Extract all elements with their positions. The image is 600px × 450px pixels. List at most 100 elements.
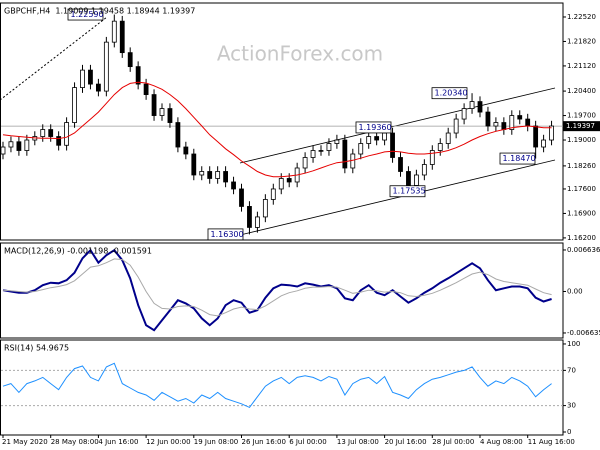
candle-body	[56, 136, 62, 146]
candle-body	[437, 143, 443, 151]
candle-body	[159, 108, 165, 116]
annotation-box	[355, 121, 392, 134]
panel-frame	[0, 242, 564, 339]
candle-body	[183, 146, 189, 155]
x-tick-label: 12 Jun 00:00	[146, 438, 190, 446]
y-tick-label: 1.18260	[567, 162, 596, 170]
y-tick-label: 1.21120	[567, 62, 596, 70]
candle-body	[24, 139, 30, 151]
annotation-box	[67, 8, 104, 21]
panel-subtitle: 1.19009 1.19458 1.18944 1.19397	[55, 7, 195, 16]
x-tick-label: 21 May 2020	[2, 438, 48, 446]
candle-body	[469, 101, 475, 109]
channel-lower	[239, 159, 556, 236]
candle-body	[231, 181, 236, 190]
candle-body	[541, 139, 546, 148]
candle-body	[207, 171, 213, 179]
panel-title: RSI(14) 54.9675	[4, 344, 69, 353]
candle-body	[199, 171, 205, 176]
candle-body	[175, 122, 181, 148]
candle-body	[286, 178, 292, 183]
candle-body	[40, 129, 46, 137]
candle-body	[127, 52, 133, 68]
y-tick-label: 1.16200	[567, 234, 596, 242]
candle-body	[413, 174, 419, 186]
y-tick-label: 1.17600	[567, 185, 596, 193]
candle-body	[485, 111, 491, 127]
candle-body	[278, 178, 284, 190]
candle-body	[270, 188, 276, 200]
candle-body	[151, 94, 157, 116]
candle-body	[509, 115, 515, 130]
candle-body	[382, 132, 388, 141]
candle-body	[223, 171, 229, 183]
x-tick-label: 28 May 08:00	[51, 438, 99, 446]
last-price-label: 1.19397	[566, 122, 595, 130]
candle-body	[477, 101, 483, 113]
candle-body	[406, 171, 411, 186]
y-tick-label: -0.006635	[567, 329, 600, 337]
y-tick-label: 0	[567, 428, 571, 436]
candle-body	[247, 206, 252, 228]
x-tick-label: 4 Jun 16:00	[98, 438, 138, 446]
candle-body	[215, 171, 221, 179]
y-tick-label: 1.20400	[567, 87, 596, 95]
candle-body	[398, 157, 403, 172]
candle-body	[239, 188, 244, 207]
candle-body	[421, 164, 427, 176]
candle-body	[334, 139, 340, 144]
watermark: ActionForex.com	[217, 42, 383, 66]
candle-body	[549, 125, 554, 141]
candle-body	[429, 150, 435, 165]
candle-body	[358, 143, 364, 155]
y-tick-label: 0.006636	[567, 246, 600, 254]
candle-body	[366, 136, 372, 144]
x-tick-label: 4 Aug 08:00	[480, 438, 523, 446]
candle-body	[0, 146, 6, 155]
annotation-box	[207, 228, 244, 241]
candle-body	[310, 150, 316, 158]
candle-body	[191, 153, 197, 176]
last-price-box	[563, 121, 600, 132]
y-tick-label: 0.00	[567, 287, 583, 295]
annotation-label: 1.16300	[211, 230, 244, 239]
candle-body	[48, 129, 54, 137]
candle-body	[80, 69, 85, 88]
annotation-label: 1.19360	[359, 123, 392, 132]
panel-frame	[0, 339, 564, 436]
y-tick-label: 1.16900	[567, 209, 596, 217]
candle-body	[517, 115, 523, 120]
candle-body	[445, 132, 451, 144]
x-tick-label: 19 Jun 08:00	[194, 438, 238, 446]
candle-body	[72, 87, 77, 123]
candle-body	[453, 118, 459, 134]
x-tick-label: 20 Jul 16:00	[385, 438, 427, 446]
y-tick-label: 30	[567, 402, 576, 410]
candle-body	[461, 108, 467, 120]
candle-body	[8, 141, 14, 148]
x-tick-label: 11 Aug 16:00	[528, 438, 575, 446]
y-tick-label: 70	[567, 366, 576, 374]
candle-body	[390, 132, 395, 158]
candle-body	[111, 20, 117, 43]
annotation-label: 1.17535	[393, 187, 426, 196]
y-tick-label: 1.21820	[567, 37, 596, 45]
candle-body	[374, 136, 380, 141]
candle-body	[254, 216, 260, 228]
y-tick-label: 100	[567, 340, 580, 348]
candle-body	[533, 125, 539, 148]
panel-title: MACD(12,26,9) -0.001198 -0.001591	[4, 247, 152, 256]
candle-body	[525, 118, 531, 127]
annotation-box	[431, 87, 468, 100]
series-line	[2, 81, 552, 178]
candle-body	[262, 199, 268, 218]
y-tick-label: 1.19000	[567, 136, 596, 144]
candle-body	[88, 69, 93, 85]
candle-body	[302, 157, 308, 169]
x-tick-label: 26 Jun 16:00	[242, 438, 286, 446]
trend-line	[0, 16, 108, 101]
candle-body	[119, 20, 125, 54]
annotation-box	[389, 185, 426, 198]
candle-body	[167, 108, 173, 123]
